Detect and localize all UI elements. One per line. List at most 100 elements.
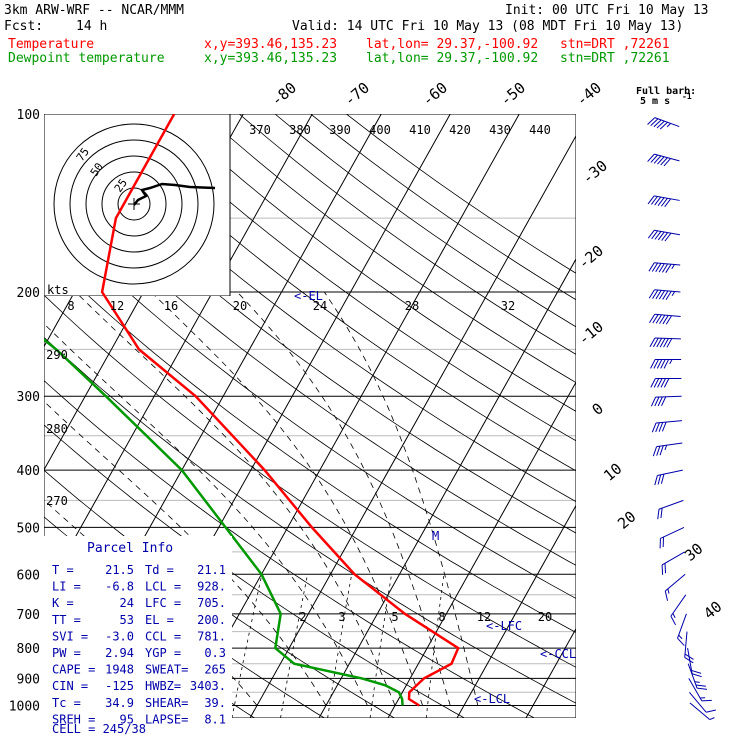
wind-barb-flag <box>657 156 665 165</box>
mixing-ratio-bottom-label: 2 <box>299 610 306 624</box>
wind-barb-flag <box>651 422 657 433</box>
wind-barb-flag <box>657 396 663 407</box>
wind-barb-half-flag <box>666 123 672 128</box>
barb-key-title: Full barb: <box>636 86 696 97</box>
wind-barb-half-flag <box>667 588 670 594</box>
wind-barb-flag <box>697 687 708 690</box>
parcel-param-label: SWEAT= <box>145 663 188 677</box>
wind-barb-shaft <box>688 678 703 702</box>
barb-key-units: 5 m s <box>640 96 670 107</box>
wind-barb-shaft <box>664 573 686 592</box>
dry-adiabat <box>44 133 576 534</box>
theta-label: 430 <box>489 123 511 137</box>
lcl-annotation: <-LCL <box>474 692 510 706</box>
wind-barb-flag <box>660 359 666 369</box>
wind-barb-shaft <box>657 469 683 476</box>
parcel-param-label: SVI = <box>52 629 88 643</box>
wind-barb-flag <box>655 314 662 324</box>
moist-adiabat <box>323 291 479 706</box>
dewpoint-line <box>44 337 404 706</box>
isotherm-line <box>180 114 520 718</box>
wind-barb-flag <box>660 473 665 484</box>
temperature-xy: x,y=393.46,135.23 <box>204 37 338 52</box>
wind-barb-half-flag <box>671 264 675 269</box>
isotherm-label: -30 <box>579 157 611 188</box>
init-time: Init: 00 UTC Fri 10 May 13 <box>505 3 709 18</box>
wind-barb-flag <box>648 289 655 299</box>
parcel-param-value: 21.5 <box>105 563 134 577</box>
mixing-ratio-top-label: 24 <box>313 299 327 313</box>
wind-barb <box>648 289 681 301</box>
wind-barb-flag <box>661 564 664 575</box>
wind-barb-shaft <box>687 648 693 674</box>
wind-barb-flag <box>647 117 656 125</box>
theta-label: 400 <box>369 123 391 137</box>
wind-barb-flag <box>649 314 656 324</box>
wind-barb-flag <box>654 396 660 407</box>
isobar-label: 100 <box>17 108 40 123</box>
wind-barb-flag <box>647 195 655 205</box>
wind-barb-shaft <box>689 702 711 720</box>
parcel-param-label: K = <box>52 596 74 610</box>
wind-barb-flag <box>695 684 706 687</box>
isotherm-label: -40 <box>573 79 605 110</box>
isotherm-label: 20 <box>614 507 639 532</box>
parcel-param-label: YGP = <box>145 646 181 660</box>
wind-barb <box>647 229 681 242</box>
wind-barb-flag <box>653 155 662 164</box>
valid-time: Valid: 14 UTC Fri 10 May 13 (08 MDT Fri … <box>292 19 684 34</box>
hodograph-ring-label: 50 <box>88 160 106 178</box>
dry-adiabat <box>44 380 535 718</box>
dewpoint-xy: x,y=393.46,135.23 <box>204 51 338 66</box>
wind-barb <box>687 648 702 678</box>
wind-barb-shaft <box>677 613 687 639</box>
temperature-station: stn=DRT ,72261 <box>560 37 670 52</box>
parcel-param-value: -125 <box>105 679 134 693</box>
mixing-ratio-top-label: 12 <box>110 299 124 313</box>
isotherm-line <box>456 504 576 718</box>
parcel-param-value: 200. <box>197 613 226 627</box>
parcel-param-label: LAPSE= <box>145 712 188 726</box>
parcel-param-value: 928. <box>197 580 226 594</box>
wind-barb <box>650 377 682 388</box>
parcel-param-label: LFC = <box>145 596 181 610</box>
hodograph-kts-label: kts <box>47 283 69 297</box>
wind-barb <box>657 499 684 520</box>
hodograph-ring-label: 25 <box>112 176 130 194</box>
isotherm-label: 10 <box>600 459 625 484</box>
wind-barb <box>652 442 683 457</box>
wind-barb <box>649 337 681 348</box>
parcel-param-value: -6.8 <box>105 580 134 594</box>
wind-barb-flag <box>656 337 663 348</box>
wind-barb-half-flag <box>669 359 673 365</box>
theta-label: 390 <box>329 123 351 137</box>
wind-barb-flag <box>665 263 672 273</box>
isotherm-label: -80 <box>268 79 300 110</box>
dry-adiabat <box>44 172 576 566</box>
isotherm-label: -20 <box>575 242 607 273</box>
wind-barb <box>654 469 683 486</box>
wind-barb-shaft <box>656 420 683 424</box>
wind-barb-flag <box>677 637 685 646</box>
parcel-param-value: 0.3 <box>204 646 226 660</box>
wind-barb <box>650 395 682 407</box>
dry-adiabat <box>167 114 576 412</box>
mixing-ratio-line <box>280 574 308 718</box>
parcel-param-value: 8.1 <box>204 712 226 726</box>
hodograph-ring <box>85 155 183 253</box>
isotherm-line <box>387 381 576 718</box>
wind-barb <box>647 117 680 130</box>
isobar-label: 700 <box>17 608 40 623</box>
isotherm-label: -70 <box>341 79 373 110</box>
isotherm-label: 40 <box>700 597 725 622</box>
wind-barb-flag <box>650 196 658 205</box>
wind-barb-flag <box>664 563 667 574</box>
theta-label: 440 <box>529 123 551 137</box>
wind-barb-flag <box>656 359 663 369</box>
dry-adiabat <box>60 114 576 503</box>
mixing-ratio-bottom-label: 12 <box>477 610 491 624</box>
wind-barb-shaft <box>658 499 684 510</box>
mixing-ratio-line <box>231 574 263 718</box>
wind-barb-flag <box>691 669 702 674</box>
temperature-line <box>100 114 460 707</box>
